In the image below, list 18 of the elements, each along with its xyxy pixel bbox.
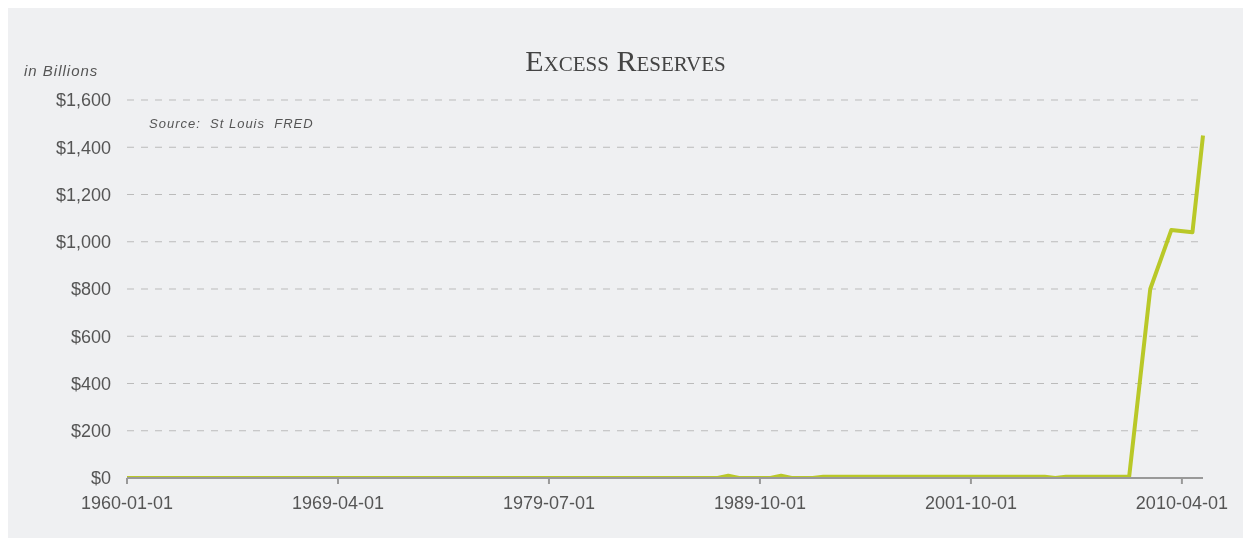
y-axis-title: in Billions: [24, 62, 99, 79]
x-tick-label: 1979-07-01: [502, 492, 595, 513]
x-tick-label: 1969-04-01: [291, 492, 385, 513]
chart-title: Excess Reserves: [525, 44, 726, 77]
y-tick-label: $800: [70, 279, 111, 300]
y-tick-label: $1,600: [55, 90, 111, 111]
y-tick-label: $1,000: [55, 232, 111, 253]
y-tick-label: $1,200: [55, 184, 111, 205]
y-tick-label: $0: [90, 468, 111, 489]
y-tick-label: $600: [70, 326, 111, 347]
x-tick-label: 2001-10-01: [924, 492, 1017, 513]
x-tick-label: 1960-01-01: [80, 492, 174, 513]
y-tick-label: $1,400: [55, 137, 111, 158]
x-tick-label: 2010-04-01: [1135, 492, 1228, 513]
y-tick-label: $400: [70, 373, 111, 394]
annotation: Source: St Louis FRED: [149, 116, 314, 131]
y-tick-label: $200: [70, 421, 111, 442]
x-tick-label: 1989-10-01: [713, 492, 806, 513]
